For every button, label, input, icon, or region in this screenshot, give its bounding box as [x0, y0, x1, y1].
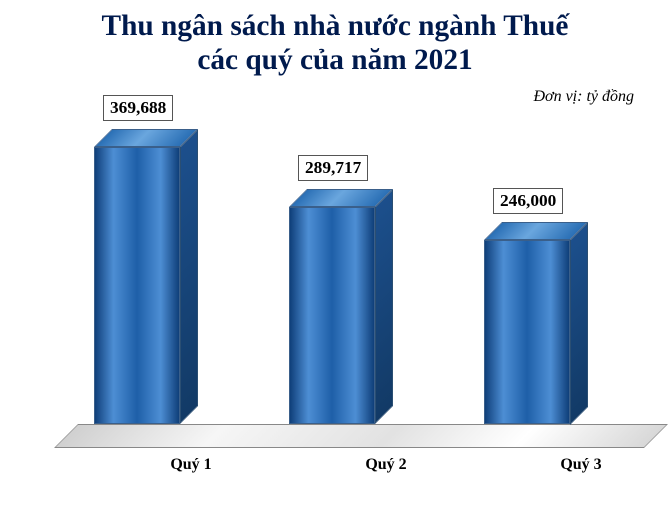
bar — [94, 147, 180, 424]
bar-front — [289, 207, 375, 424]
bar — [289, 207, 375, 424]
chart-title-line1: Thu ngân sách nhà nước ngành Thuế — [0, 10, 670, 44]
unit-label: Đơn vị: tỷ đồng — [533, 88, 634, 106]
bar-front — [94, 147, 180, 424]
category-label: Quý 2 — [343, 456, 429, 474]
chart-title: Thu ngân sách nhà nước ngành Thuế các qu… — [0, 0, 670, 77]
bar-top — [94, 129, 198, 147]
bar-side — [570, 222, 588, 425]
bar-top — [289, 189, 393, 207]
value-label: 369,688 — [103, 95, 173, 121]
chart-title-line2: các quý của năm 2021 — [0, 44, 670, 78]
value-label: 246,000 — [493, 188, 563, 214]
chart-floor — [54, 424, 668, 448]
value-label: 289,717 — [298, 155, 368, 181]
bar-side — [375, 189, 393, 424]
chart-plot: 369,688289,717246,000 Quý 1Quý 2Quý 3 — [54, 110, 644, 480]
bar-top — [484, 222, 588, 240]
category-label: Quý 1 — [148, 456, 234, 474]
category-label: Quý 3 — [538, 456, 624, 474]
chart-bars-layer: 369,688289,717246,000 — [54, 124, 644, 424]
bar — [484, 240, 570, 425]
bar-side — [180, 129, 198, 424]
bar-front — [484, 240, 570, 425]
